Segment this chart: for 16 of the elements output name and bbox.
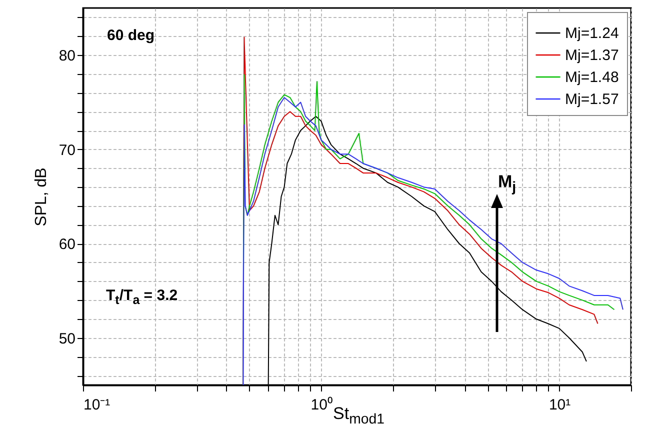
x-tick-label: 10¹ <box>548 396 571 414</box>
annotation: 60 deg <box>107 27 155 44</box>
annotation: T$_{t}$/T$_{a}$ = 3.2 <box>106 287 178 307</box>
annotation: M$_{j}$ <box>498 172 516 196</box>
legend-label: Mj=1.57 <box>565 91 619 108</box>
y-tick-label: 50 <box>58 330 76 348</box>
y-tick-label: 60 <box>58 236 76 254</box>
y-axis-title: SPL, dB <box>32 168 50 226</box>
y-tick-label: 70 <box>58 142 76 159</box>
legend-label: Mj=1.24 <box>565 25 619 42</box>
x-tick-label: 10⁰ <box>310 396 332 414</box>
x-tick-label: 10⁻¹ <box>84 396 110 414</box>
x-axis-title: St$_{mod1}$ <box>333 404 384 428</box>
legend-label: Mj=1.48 <box>565 69 619 86</box>
legend-label: Mj=1.37 <box>565 47 619 64</box>
y-tick-label: 80 <box>58 48 76 65</box>
